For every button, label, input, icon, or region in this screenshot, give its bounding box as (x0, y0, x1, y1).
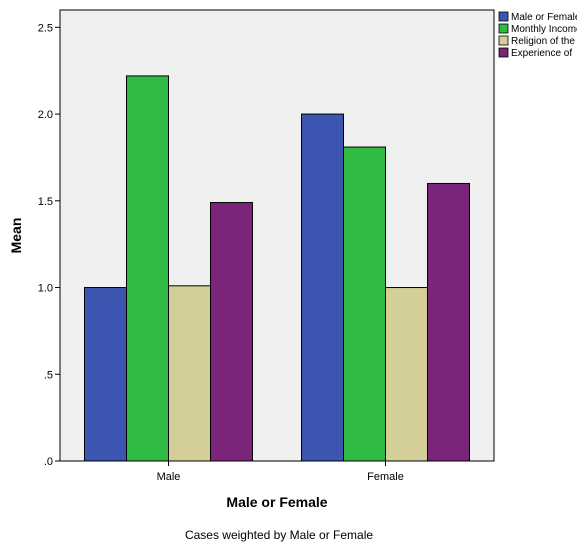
legend-label: Male or Female (511, 12, 577, 23)
y-tick-label: .5 (44, 369, 53, 381)
legend-swatch (498, 11, 509, 22)
y-axis: .0 .5 1.0 1.5 2.0 2.5 (38, 22, 60, 468)
bar-female-series-3 (427, 182, 470, 462)
bars-group (84, 75, 470, 462)
bar-female-series-1 (343, 146, 386, 462)
bar-male-series-1 (126, 75, 169, 462)
y-tick-label: 2.5 (38, 22, 53, 34)
legend-swatch (498, 47, 509, 58)
legend-label: Religion of the (511, 36, 575, 47)
y-axis-label: Mean (8, 218, 24, 254)
bar-male-series-3 (210, 202, 253, 462)
x-axis-label: Male or Female (226, 494, 327, 510)
legend-label: Experience of (511, 48, 572, 59)
y-tick-label: .0 (44, 456, 53, 468)
legend-label: Monthly Income (511, 24, 577, 35)
bar-female-series-0 (301, 113, 344, 462)
y-tick-label: 1.0 (38, 283, 53, 295)
y-tick-label: 2.0 (38, 109, 53, 121)
y-tick-label: 1.5 (38, 196, 53, 208)
bar-male-series-2 (168, 285, 211, 462)
bar-male-series-0 (84, 287, 127, 462)
legend-swatch (498, 23, 509, 34)
legend-swatch (498, 35, 509, 46)
x-tick-label: Male (157, 471, 181, 483)
footnote: Cases weighted by Male or Female (185, 528, 373, 542)
x-axis: Male Female (157, 461, 404, 483)
bar-female-series-2 (385, 287, 428, 462)
x-tick-label: Female (367, 471, 404, 483)
